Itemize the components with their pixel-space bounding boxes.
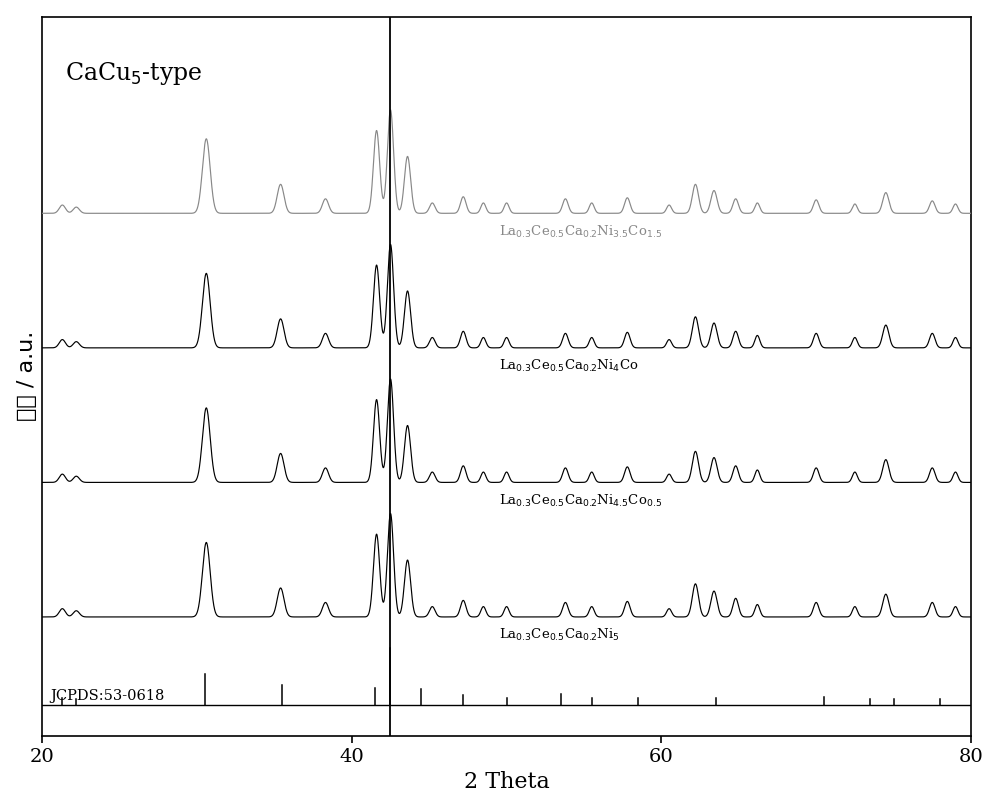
Text: La$_{0.3}$Ce$_{0.5}$Ca$_{0.2}$Ni$_{4.5}$Co$_{0.5}$: La$_{0.3}$Ce$_{0.5}$Ca$_{0.2}$Ni$_{4.5}$…	[499, 492, 662, 509]
Text: JCPDS:53-0618: JCPDS:53-0618	[50, 688, 164, 703]
Text: La$_{0.3}$Ce$_{0.5}$Ca$_{0.2}$Ni$_{3.5}$Co$_{1.5}$: La$_{0.3}$Ce$_{0.5}$Ca$_{0.2}$Ni$_{3.5}$…	[499, 224, 662, 240]
Y-axis label: 峰强 / a.u.: 峰强 / a.u.	[17, 331, 37, 421]
Text: La$_{0.3}$Ce$_{0.5}$Ca$_{0.2}$Ni$_5$: La$_{0.3}$Ce$_{0.5}$Ca$_{0.2}$Ni$_5$	[499, 627, 620, 643]
Text: CaCu$_5$-type: CaCu$_5$-type	[65, 60, 203, 87]
X-axis label: 2 Theta: 2 Theta	[464, 771, 549, 793]
Text: La$_{0.3}$Ce$_{0.5}$Ca$_{0.2}$Ni$_4$Co: La$_{0.3}$Ce$_{0.5}$Ca$_{0.2}$Ni$_4$Co	[499, 358, 638, 374]
